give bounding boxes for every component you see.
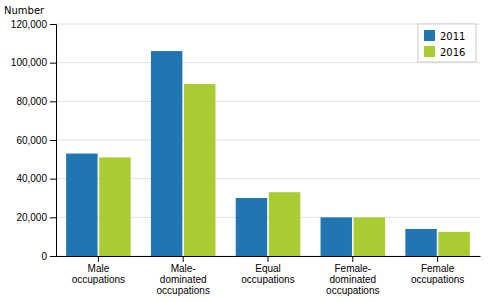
series [99, 84, 470, 256]
grid [56, 24, 480, 256]
y-tick-label: 60,000 [16, 135, 47, 146]
x-tick-label-line: occupations [157, 285, 210, 296]
y-tick-label: 100,000 [11, 57, 48, 68]
x-tick-label-line: Female- [334, 263, 371, 274]
x-tick-label-line: occupations [241, 274, 294, 285]
bar [354, 217, 385, 256]
chart: 0 20,000 40,000 60,000 80,000 100,000 120,000 N… [0, 0, 492, 302]
y-tick-label: 40,000 [16, 173, 47, 184]
bar [269, 192, 300, 256]
bar [151, 51, 182, 256]
grid-line [56, 140, 480, 141]
legend: 2011 2016 [418, 24, 476, 62]
plot: 0 20,000 40,000 60,000 80,000 100,000 120,000 N… [4, 5, 481, 296]
grid-line [56, 101, 480, 102]
y-tick-label: 120,000 [11, 19, 48, 30]
x-tick-label: Maleoccupations [72, 263, 125, 285]
y-tick: 40,000 [16, 173, 56, 184]
x-tick-label-line: occupations [72, 274, 125, 285]
legend-box [418, 24, 476, 62]
x-tick-label-line: occupations [326, 285, 379, 296]
y-tick-mark [50, 24, 56, 25]
y-tick: 60,000 [16, 135, 56, 146]
x-axis: MaleoccupationsMale-dominatedoccupations… [57, 256, 481, 296]
bar [99, 157, 130, 256]
bar [236, 198, 267, 256]
y-tick-label: 0 [41, 251, 47, 262]
grid-line [56, 24, 480, 25]
x-tick-mark [183, 256, 184, 262]
bar [321, 217, 352, 256]
x-tick-label: Femaleoccupations [411, 263, 464, 285]
bar [66, 154, 97, 256]
y-axis-label: Number [4, 5, 45, 16]
x-tick-mark [437, 256, 438, 262]
y-tick-mark [50, 140, 56, 141]
bars [66, 51, 470, 256]
y-tick: 100,000 [11, 57, 56, 68]
x-tick: Female-dominatedoccupations [326, 256, 379, 296]
x-tick-label-line: dominated [160, 274, 207, 285]
y-tick: 0 [41, 251, 56, 262]
y-tick-mark [50, 101, 56, 102]
x-tick-label: Male-dominatedoccupations [157, 263, 210, 296]
series [66, 51, 437, 256]
x-tick: Maleoccupations [72, 256, 125, 285]
y-axis: 0 20,000 40,000 60,000 80,000 100,000 120,000 [11, 19, 57, 262]
legend-swatch [424, 30, 435, 41]
y-axis-line [50, 25, 57, 257]
bar [438, 232, 469, 256]
x-tick-mark [268, 256, 269, 262]
legend-item: 2011 [424, 30, 465, 42]
x-tick: Male-dominatedoccupations [157, 256, 210, 296]
x-tick-label-line: occupations [411, 274, 464, 285]
y-tick-mark [50, 179, 56, 180]
y-tick-mark [50, 63, 56, 64]
y-tick-mark [50, 256, 56, 257]
legend-swatch [424, 46, 435, 57]
x-tick: Equaloccupations [241, 256, 294, 285]
x-tick-label: Female-dominatedoccupations [326, 263, 379, 296]
y-tick: 20,000 [16, 212, 56, 223]
x-tick-label-line: Equal [255, 263, 281, 274]
legend-label: 2016 [440, 47, 465, 58]
x-tick-label-line: Male [88, 263, 110, 274]
legend-item: 2016 [424, 46, 465, 58]
x-tick-label: Equaloccupations [241, 263, 294, 285]
x-tick-mark [98, 256, 99, 262]
bar [405, 229, 436, 256]
x-tick-label-line: dominated [329, 274, 376, 285]
x-tick-label-line: Male- [171, 263, 196, 274]
legend-label: 2011 [440, 31, 465, 42]
x-tick: Femaleoccupations [411, 256, 464, 285]
y-tick-label: 80,000 [16, 96, 47, 107]
x-tick-label-line: Female [421, 263, 455, 274]
grid-line [56, 62, 480, 63]
y-tick-mark [50, 217, 56, 218]
x-tick-mark [352, 256, 353, 262]
y-tick: 80,000 [16, 96, 56, 107]
y-tick-label: 20,000 [16, 212, 47, 223]
y-tick: 120,000 [11, 19, 56, 30]
bar [184, 84, 215, 256]
